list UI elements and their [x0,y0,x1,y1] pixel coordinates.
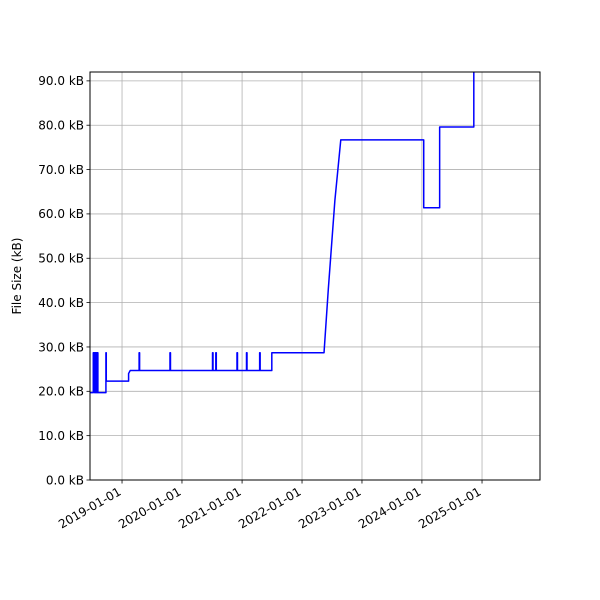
series-layer [90,72,475,394]
y-tick-label: 0.0 kB [46,473,84,487]
y-tick-label: 30.0 kB [38,340,84,354]
y-tick-label: 70.0 kB [38,163,84,177]
grid-lines [90,72,540,481]
y-axis-label: File Size (kB) [10,238,24,315]
y-tick-label: 80.0 kB [38,119,84,133]
y-axis: 0.0 kB 10.0 kB 20.0 kB 30.0 kB 40.0 kB 50.0 k… [38,74,90,487]
y-tick-label: 40.0 kB [38,296,84,310]
y-tick-label: 50.0 kB [38,252,84,266]
y-tick-label: 20.0 kB [38,385,84,399]
y-tick-label: 10.0 kB [38,429,84,443]
series-line-0 [90,72,475,394]
plot-frame [89,71,541,481]
y-tick-label: 60.0 kB [38,207,84,221]
y-tick-label: 90.0 kB [38,74,84,88]
